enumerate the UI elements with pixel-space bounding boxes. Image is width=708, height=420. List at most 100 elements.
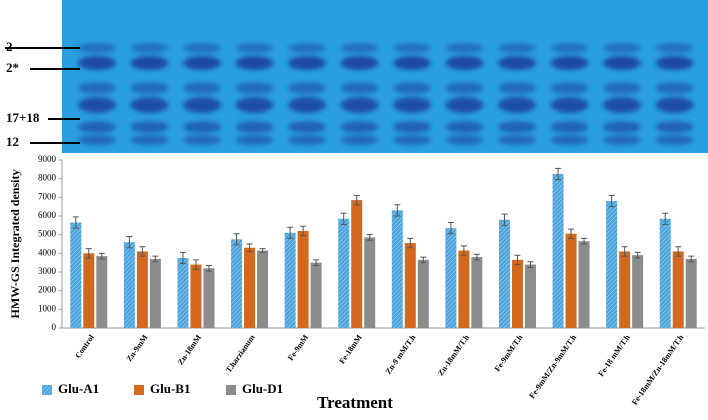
gel-band	[393, 97, 431, 113]
bar	[149, 258, 161, 328]
gel-band	[603, 43, 641, 53]
error-bar	[152, 255, 159, 263]
error-bar	[581, 237, 588, 245]
bar	[498, 219, 510, 328]
gel-band	[550, 43, 589, 53]
x-tick-label: Zn-18mM/T.h	[436, 333, 471, 378]
bar	[404, 243, 416, 328]
error-bar	[608, 194, 615, 208]
gel-band	[550, 121, 589, 133]
gel-band	[78, 56, 116, 70]
error-bar	[407, 237, 414, 249]
error-bar	[662, 212, 669, 225]
y-tick-label: 6000	[38, 210, 57, 220]
gel-band	[235, 121, 274, 133]
gel-band	[655, 135, 694, 145]
gel-band	[340, 121, 379, 133]
error-bar	[420, 256, 427, 264]
gel-band	[183, 82, 221, 94]
bar	[417, 259, 429, 328]
bar	[391, 210, 403, 328]
error-bar	[501, 213, 508, 226]
gel-band	[655, 82, 694, 94]
bar	[123, 242, 135, 328]
legend-swatch	[42, 385, 52, 395]
error-bar	[447, 222, 454, 235]
bar	[458, 250, 470, 328]
error-bar	[555, 167, 562, 181]
gel-band	[393, 82, 431, 94]
gel-band	[288, 43, 326, 53]
gel-band	[498, 97, 536, 113]
error-bar	[473, 253, 480, 261]
bar	[190, 264, 202, 328]
error-bar	[126, 236, 133, 249]
gel-band	[288, 82, 326, 94]
y-tick-label: 3000	[38, 266, 57, 276]
bar	[471, 257, 483, 328]
gel-band	[603, 56, 641, 70]
band-markers: 2 2* 17+18 12	[5, 39, 80, 149]
bar	[524, 264, 536, 328]
bar	[177, 258, 189, 328]
error-bar	[300, 225, 307, 237]
bar	[70, 222, 82, 328]
error-bar	[85, 248, 92, 259]
bar	[136, 251, 148, 328]
gel-band	[78, 97, 116, 113]
bar	[338, 218, 350, 328]
band-label: 2*	[6, 60, 19, 75]
gel-band	[340, 56, 379, 70]
gel-band	[655, 97, 694, 113]
error-bar	[205, 264, 212, 272]
bar	[632, 255, 644, 328]
gel-band	[498, 56, 536, 70]
bar	[351, 200, 363, 328]
gel-band	[340, 135, 379, 145]
gel-band	[78, 43, 116, 53]
y-tick-label: 5000	[38, 229, 57, 239]
gel-image	[62, 0, 708, 153]
bar	[231, 239, 243, 328]
gel-band	[288, 121, 326, 133]
error-bar	[246, 243, 253, 252]
gel-band	[78, 82, 116, 94]
error-bar	[675, 246, 682, 257]
gel-band	[445, 121, 484, 133]
bar	[565, 233, 577, 328]
x-tick-label: T.harzianum	[224, 333, 257, 375]
gel-band	[550, 82, 589, 94]
gel-band	[498, 135, 536, 145]
bar	[672, 251, 684, 328]
gel-band	[235, 82, 274, 94]
gel-band	[183, 56, 221, 70]
legend-swatch	[226, 385, 236, 395]
gel-band	[445, 56, 484, 70]
legend-label: Glu-D1	[242, 381, 283, 396]
error-bar	[139, 246, 146, 257]
legend-label: Glu-B1	[150, 381, 190, 396]
gel-band	[603, 82, 641, 94]
error-bar	[72, 216, 79, 229]
gel-band	[235, 135, 274, 145]
error-bar	[460, 245, 467, 256]
y-tick-label: 1000	[38, 303, 57, 313]
band-label: 12	[6, 134, 19, 149]
y-tick-label: 0	[52, 322, 57, 332]
gel-band	[550, 56, 589, 70]
error-bar	[259, 248, 266, 253]
y-tick-label: 9000	[38, 154, 57, 164]
legend-label: Glu-A1	[58, 381, 99, 396]
gel-band	[340, 43, 379, 53]
gel-band	[78, 135, 116, 145]
gel-band	[393, 43, 431, 53]
bar	[364, 237, 376, 328]
gel-band	[498, 43, 536, 53]
y-tick-label: 8000	[38, 173, 57, 183]
gel-band	[130, 43, 169, 53]
bar	[606, 201, 618, 328]
error-bar	[688, 255, 695, 263]
error-bar	[340, 212, 347, 225]
gel-band	[130, 56, 169, 70]
